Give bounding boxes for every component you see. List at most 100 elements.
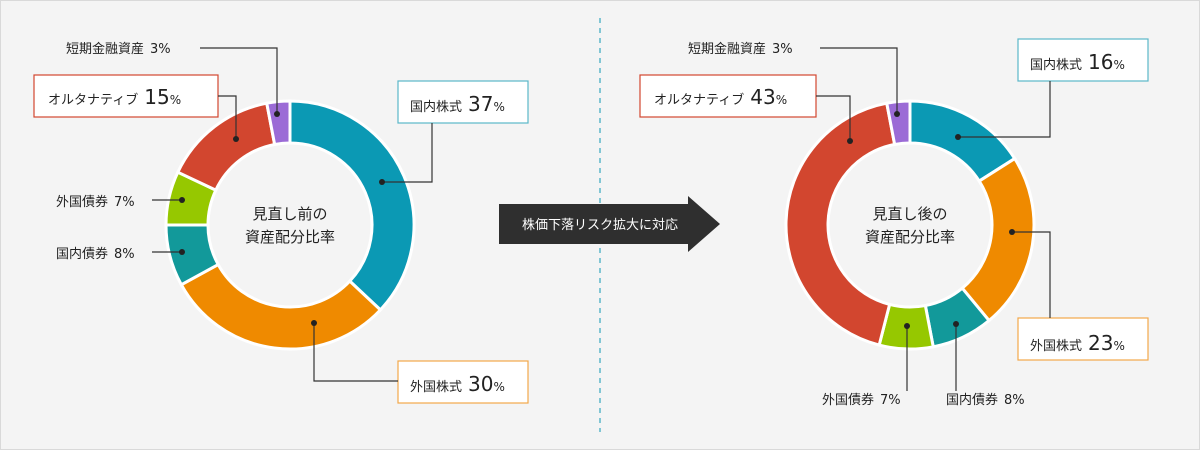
after-label-value-alternatives: 43 <box>750 85 775 109</box>
before-slice-foreign-stocks <box>179 262 383 351</box>
before-label-unit-domestic-stocks: % <box>493 100 504 114</box>
after-leader-domestic-stocks <box>958 81 1051 138</box>
before-slice-short-term-assets <box>265 99 292 147</box>
before-label-unit-foreign-stocks: % <box>493 380 504 394</box>
before-label-alternatives: オルタナティブ 15% <box>33 74 239 142</box>
donut-after-title-line1: 見直し後の <box>872 205 947 223</box>
before-label-value-short-term-assets: 3 <box>150 42 158 57</box>
before-leader-dot-domestic-bonds <box>179 249 185 255</box>
before-label-foreign-stocks: 外国株式 30% <box>311 320 529 404</box>
before-leader-dot-foreign-stocks <box>311 320 317 326</box>
after-label-text-foreign-stocks: 外国株式 23% <box>1030 331 1125 355</box>
before-label-text-short-term-assets: 短期金融資産 3% <box>66 41 171 57</box>
donut-after-title-line2: 資産配分比率 <box>865 228 955 246</box>
before-label-text-domestic-bonds: 国内債券 8% <box>56 246 135 262</box>
before-leader-dot-alternatives <box>233 136 239 142</box>
after-leader-short-term-assets <box>820 47 898 114</box>
before-label-name-domestic-bonds: 国内債券 <box>56 246 108 262</box>
after-leader-dot-domestic-bonds <box>953 321 959 327</box>
before-label-unit-foreign-bonds: % <box>122 195 134 210</box>
after-label-domestic-stocks: 国内株式 16% <box>955 38 1149 140</box>
arrow-shape <box>499 196 720 252</box>
after-label-unit-domestic-stocks: % <box>1113 58 1124 72</box>
after-label-name-alternatives: オルタナティブ <box>654 92 744 108</box>
before-label-value-foreign-stocks: 30 <box>468 372 493 396</box>
after-leader-foreign-stocks <box>1012 231 1051 318</box>
after-label-foreign-stocks: 外国株式 23% <box>1009 229 1149 361</box>
before-label-text-alternatives: オルタナティブ 15% <box>48 85 181 109</box>
after-label-unit-domestic-bonds: % <box>1012 393 1024 408</box>
before-label-unit-alternatives: % <box>170 93 181 107</box>
after-slice-alternatives <box>784 101 897 347</box>
before-label-text-domestic-stocks: 国内株式 37% <box>410 92 505 116</box>
after-leader-dot-domestic-stocks <box>955 134 961 140</box>
after-label-domestic-bonds: 国内債券 8% <box>946 321 1025 408</box>
after-segments <box>784 99 1036 351</box>
arrow-label: 株価下落リスク拡大に対応 <box>522 218 678 233</box>
after-label-value-foreign-stocks: 23 <box>1088 331 1113 355</box>
before-label-name-alternatives: オルタナティブ <box>48 92 138 108</box>
after-label-text-domestic-stocks: 国内株式 16% <box>1030 50 1125 74</box>
direction-arrow: 株価下落リスク拡大に対応 <box>499 196 720 252</box>
before-leader-domestic-stocks <box>382 123 433 183</box>
before-leader-foreign-stocks <box>313 323 398 382</box>
donut-before-title-line2: 資産配分比率 <box>245 228 335 246</box>
after-label-box-foreign-stocks <box>1017 317 1149 361</box>
before-label-unit-short-term-assets: % <box>158 42 170 57</box>
before-slice-domestic-stocks <box>288 99 416 313</box>
after-label-name-domestic-bonds: 国内債券 <box>946 392 998 408</box>
after-label-box-domestic-stocks <box>1017 38 1149 82</box>
after-label-text-alternatives: オルタナティブ 43% <box>654 85 787 109</box>
before-label-name-domestic-stocks: 国内株式 <box>410 99 462 115</box>
after-label-value-domestic-stocks: 16 <box>1088 50 1113 74</box>
after-leader-dot-alternatives <box>847 138 853 144</box>
after-label-foreign-bonds: 外国債券 7% <box>822 323 910 408</box>
after-leader-alternatives <box>816 95 851 141</box>
before-segments <box>164 99 416 351</box>
after-label-name-foreign-stocks: 外国株式 <box>1030 339 1082 354</box>
before-label-value-domestic-stocks: 37 <box>468 92 493 116</box>
after-label-text-domestic-bonds: 国内債券 8% <box>946 392 1025 408</box>
before-label-text-foreign-bonds: 外国債券 7% <box>56 194 135 210</box>
donut-after: 見直し後の 資産配分比率 国内株式 16%外国株式 23%国内債券 8%外国債券 7%オ… <box>639 38 1149 408</box>
before-label-value-alternatives: 15 <box>144 85 169 109</box>
before-label-short-term-assets: 短期金融資産 3% <box>66 41 280 117</box>
after-label-name-domestic-stocks: 国内株式 <box>1030 57 1082 73</box>
before-label-box-domestic-stocks <box>397 80 529 124</box>
after-label-unit-foreign-bonds: % <box>888 393 900 408</box>
after-label-name-short-term-assets: 短期金融資産 <box>688 41 766 57</box>
after-slice-foreign-stocks <box>960 156 1036 323</box>
after-label-value-foreign-bonds: 7 <box>880 393 888 408</box>
before-label-box-foreign-stocks <box>397 360 529 404</box>
before-leader-dot-domestic-stocks <box>379 179 385 185</box>
after-label-text-short-term-assets: 短期金融資産 3% <box>688 41 793 57</box>
before-label-value-domestic-bonds: 8 <box>114 247 122 262</box>
after-label-unit-alternatives: % <box>776 93 787 107</box>
after-leader-dot-foreign-bonds <box>904 323 910 329</box>
after-leader-dot-short-term-assets <box>894 111 900 117</box>
before-label-text-foreign-stocks: 外国株式 30% <box>410 372 505 396</box>
donut-before-title-line1: 見直し前の <box>252 205 327 223</box>
after-label-name-foreign-bonds: 外国債券 <box>822 392 874 408</box>
before-label-name-foreign-stocks: 外国株式 <box>410 380 462 395</box>
before-label-name-short-term-assets: 短期金融資産 <box>66 41 144 57</box>
after-label-text-foreign-bonds: 外国債券 7% <box>822 392 901 408</box>
before-label-domestic-bonds: 国内債券 8% <box>56 246 185 262</box>
before-leader-dot-foreign-bonds <box>179 197 185 203</box>
after-label-alternatives: オルタナティブ 43% <box>639 74 853 144</box>
before-label-domestic-stocks: 国内株式 37% <box>379 80 529 185</box>
after-label-unit-short-term-assets: % <box>780 42 792 57</box>
after-label-value-domestic-bonds: 8 <box>1004 393 1012 408</box>
before-leader-dot-short-term-assets <box>274 111 280 117</box>
before-leader-short-term-assets <box>200 47 278 114</box>
before-label-value-foreign-bonds: 7 <box>114 195 122 210</box>
after-label-value-short-term-assets: 3 <box>772 42 780 57</box>
after-leader-dot-foreign-stocks <box>1009 229 1015 235</box>
before-leader-alternatives <box>218 95 237 139</box>
before-label-unit-domestic-bonds: % <box>122 247 134 262</box>
after-label-short-term-assets: 短期金融資産 3% <box>688 41 900 117</box>
before-label-foreign-bonds: 外国債券 7% <box>56 194 185 210</box>
before-label-name-foreign-bonds: 外国債券 <box>56 194 108 210</box>
after-slice-short-term-assets <box>885 99 912 147</box>
